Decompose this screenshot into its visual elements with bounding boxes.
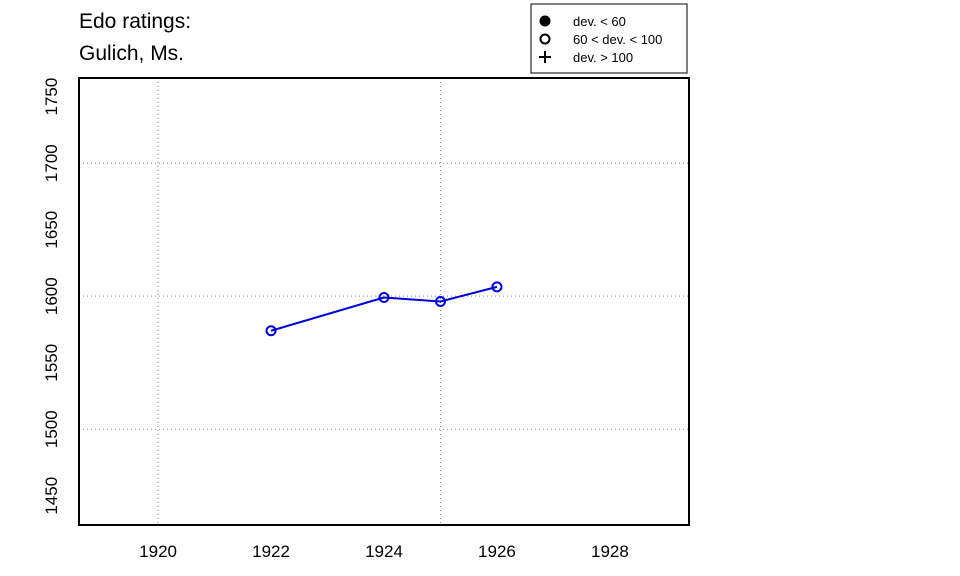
y-tick-label: 1700 xyxy=(42,144,61,182)
x-tick-label: 1922 xyxy=(252,542,290,561)
y-tick-label: 1650 xyxy=(42,211,61,249)
x-tick-label: 1924 xyxy=(365,542,403,561)
x-tick-label: 1920 xyxy=(139,542,177,561)
legend-marker xyxy=(539,15,551,27)
legend-marker xyxy=(539,33,551,45)
chart-subtitle: Gulich, Ms. xyxy=(79,42,184,65)
chart-title: Edo ratings: xyxy=(79,10,191,33)
legend-box xyxy=(530,3,688,74)
point xyxy=(378,292,390,304)
plot-frame xyxy=(78,77,690,526)
y-tick-label: 1500 xyxy=(42,410,61,448)
legend-marker xyxy=(539,51,551,63)
point xyxy=(265,325,277,337)
x-tick-label: 1926 xyxy=(478,542,516,561)
y-tick-label: 1550 xyxy=(42,344,61,382)
legend-label: 60 < dev. < 100 xyxy=(573,32,662,47)
point xyxy=(491,281,503,293)
x-tick-label: 1928 xyxy=(591,542,629,561)
y-tick-label: 1450 xyxy=(42,477,61,515)
legend-label: dev. > 100 xyxy=(573,50,633,65)
line xyxy=(270,285,498,332)
y-tick-label: 1600 xyxy=(42,277,61,315)
point xyxy=(434,296,446,307)
y-tick-label: 1750 xyxy=(42,78,61,116)
legend-label: dev. < 60 xyxy=(573,14,626,29)
